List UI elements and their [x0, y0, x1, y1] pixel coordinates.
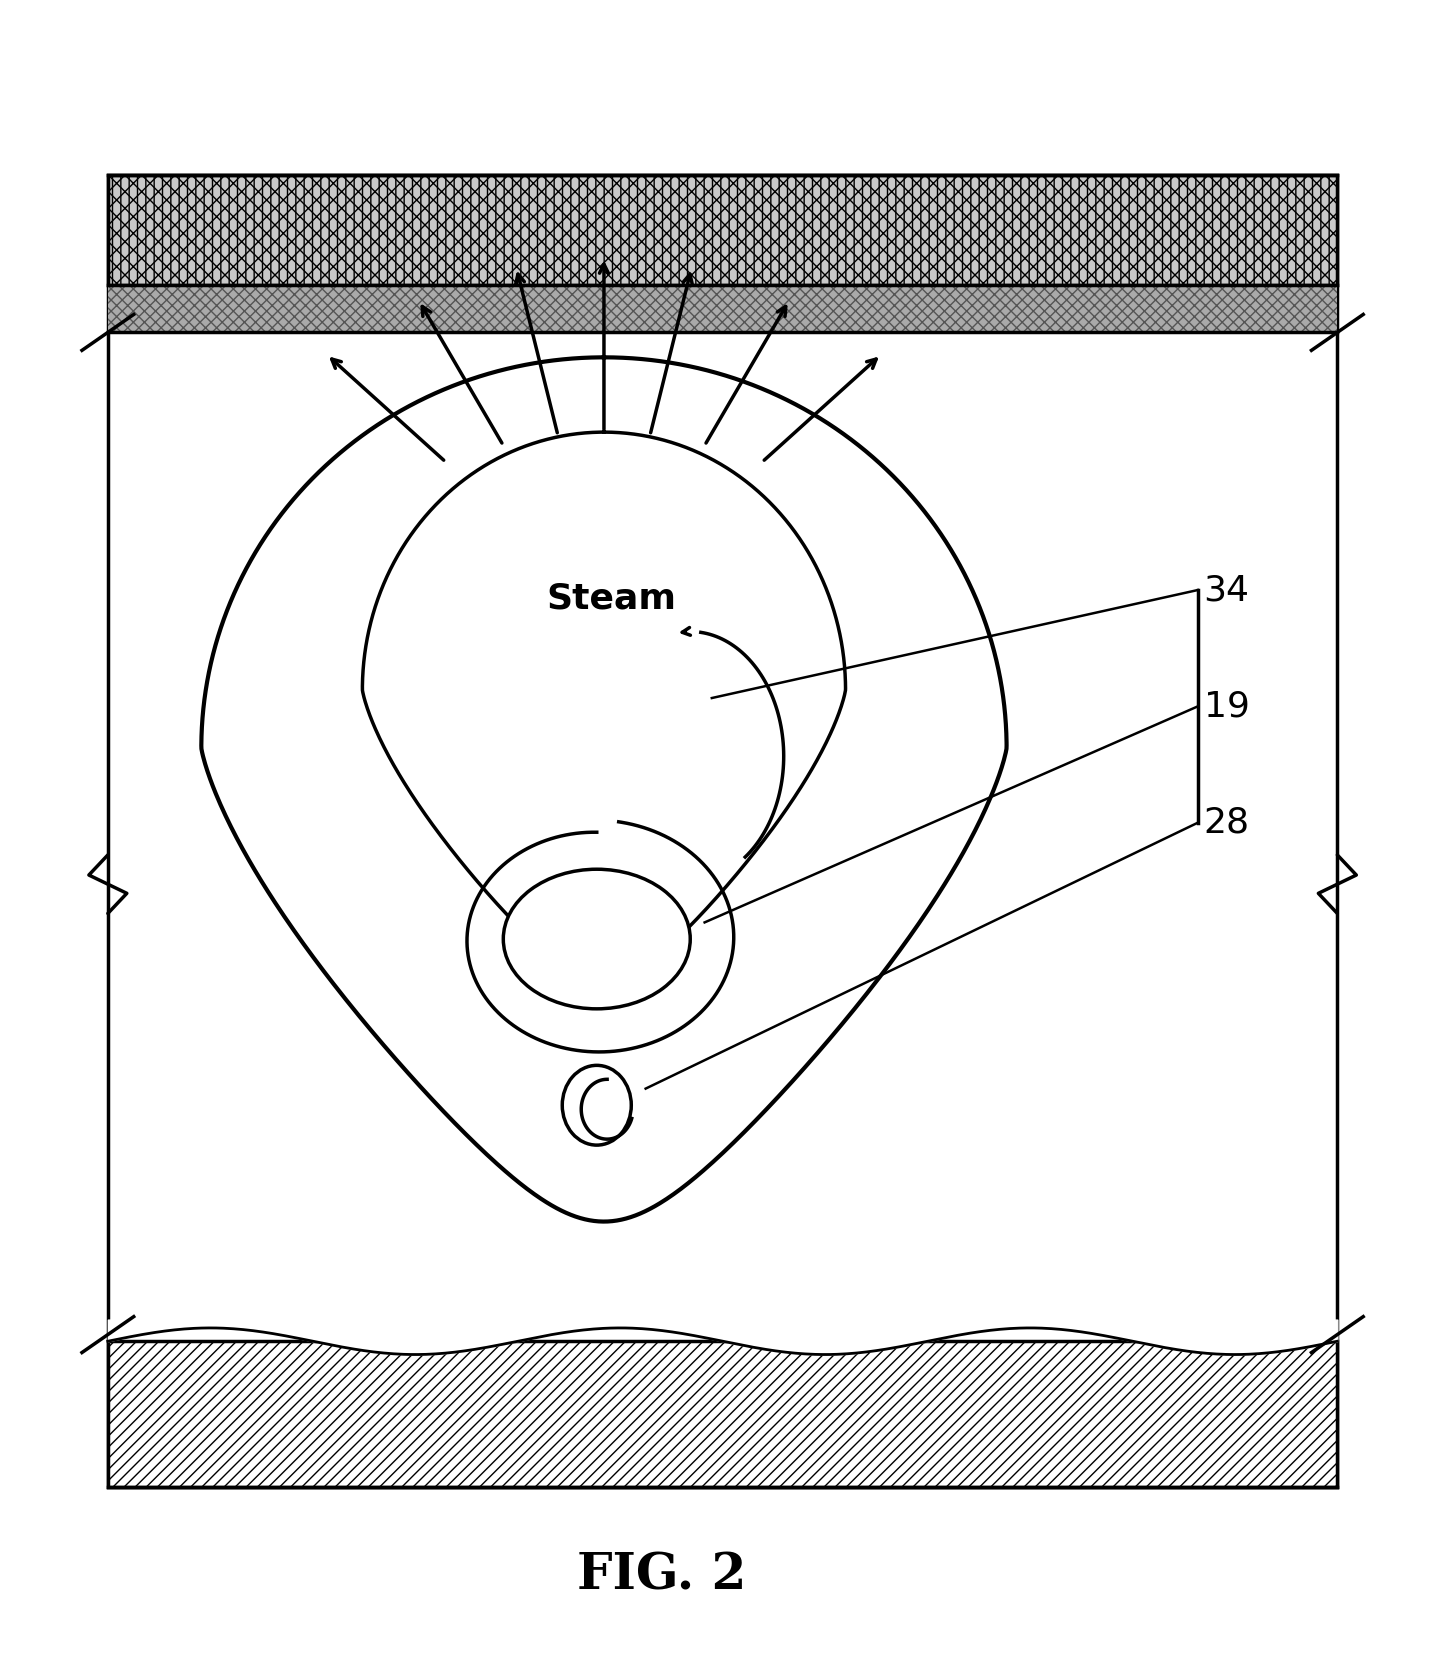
Bar — [108, 284, 1337, 332]
Bar — [108, 175, 1337, 284]
Ellipse shape — [503, 869, 690, 1009]
Bar — [108, 175, 1337, 1487]
Text: 28: 28 — [1204, 806, 1250, 839]
Text: FIG. 2: FIG. 2 — [577, 1551, 746, 1601]
Text: 19: 19 — [1204, 690, 1250, 723]
Circle shape — [562, 1065, 631, 1145]
Bar — [108, 175, 1337, 284]
Text: Steam: Steam — [546, 582, 676, 615]
Text: 34: 34 — [1204, 573, 1250, 607]
Bar — [108, 1341, 1337, 1487]
